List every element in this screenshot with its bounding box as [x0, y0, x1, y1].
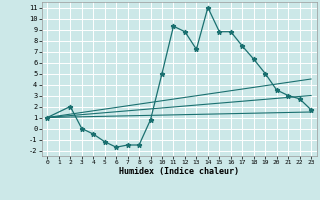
- X-axis label: Humidex (Indice chaleur): Humidex (Indice chaleur): [119, 167, 239, 176]
